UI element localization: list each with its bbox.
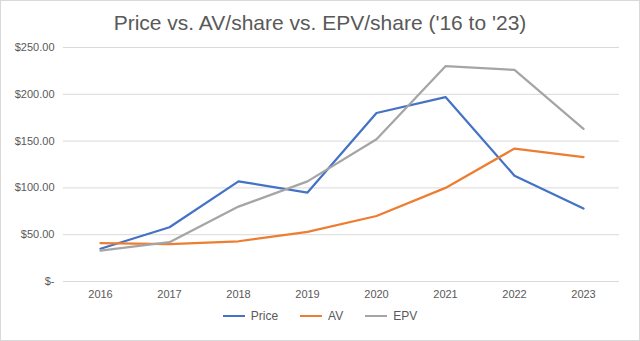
svg-text:2018: 2018 xyxy=(226,288,250,300)
svg-text:2021: 2021 xyxy=(433,288,457,300)
svg-text:$150.00: $150.00 xyxy=(15,135,55,147)
html-text:Price vs. AV/share vs. EPV/sha: Price vs. AV/share vs. EPV/share ('16 to… xyxy=(113,11,527,34)
svg-text:$100.00: $100.00 xyxy=(15,181,55,193)
html-text:Price: Price xyxy=(250,309,279,323)
html-text:AV: AV xyxy=(328,309,344,323)
svg-text:2019: 2019 xyxy=(295,288,319,300)
svg-text:2017: 2017 xyxy=(157,288,181,300)
html-text:EPV: EPV xyxy=(393,309,418,323)
svg-text:2023: 2023 xyxy=(571,288,595,300)
svg-text:2022: 2022 xyxy=(502,288,526,300)
svg-text:$50.00: $50.00 xyxy=(21,228,55,240)
svg-text:$-: $- xyxy=(45,275,55,287)
svg-text:$250.00: $250.00 xyxy=(15,41,55,53)
svg-text:2020: 2020 xyxy=(364,288,388,300)
svg-text:2016: 2016 xyxy=(88,288,112,300)
svg-text:$200.00: $200.00 xyxy=(15,88,55,100)
